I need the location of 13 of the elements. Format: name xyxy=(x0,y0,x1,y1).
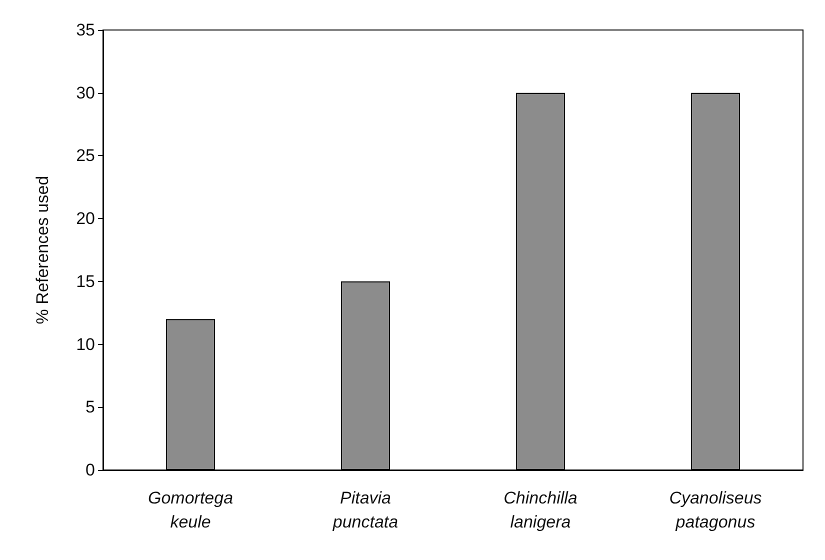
y-tick-label: 35 xyxy=(76,20,95,40)
y-tick-label: 20 xyxy=(76,209,95,228)
x-tick-label: Gomortega keule xyxy=(148,488,234,532)
y-tick-label: 25 xyxy=(76,146,95,166)
y-tick-label: 15 xyxy=(76,272,95,291)
y-tick-label: 0 xyxy=(86,460,95,480)
x-tick-label: Chinchilla lanigera xyxy=(504,488,578,532)
y-tick-label: 30 xyxy=(76,83,95,102)
x-tick-label: Pitavia punctata xyxy=(332,488,398,532)
y-tick-label: 5 xyxy=(86,398,95,417)
y-tick-label: 10 xyxy=(76,334,95,354)
x-tick-label: Cyanoliseus patagonus xyxy=(669,488,762,532)
y-axis-title: % References used xyxy=(33,176,52,324)
